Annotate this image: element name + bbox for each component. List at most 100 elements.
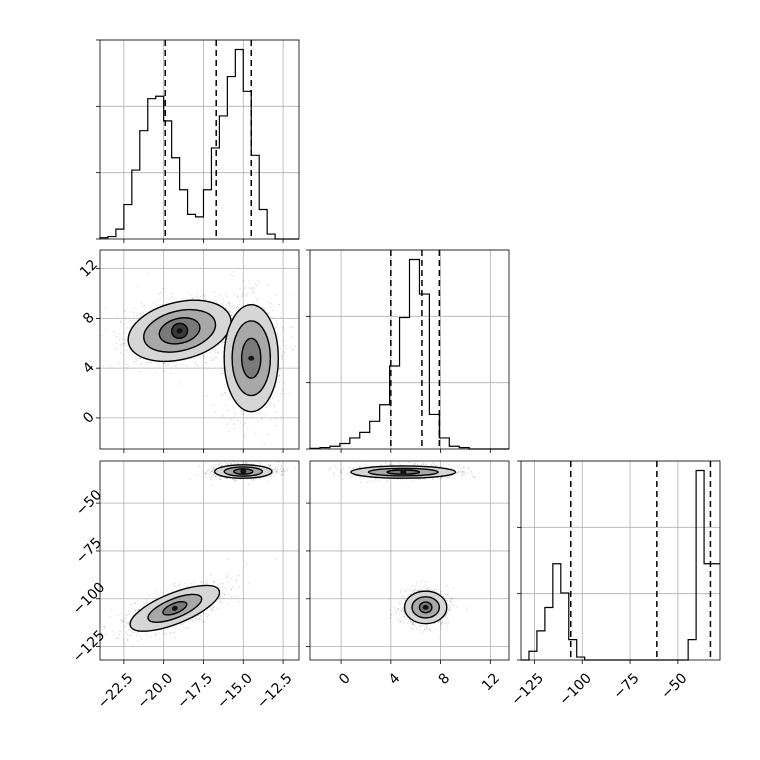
scatter-point bbox=[124, 625, 126, 627]
scatter-point bbox=[451, 599, 454, 601]
scatter-point bbox=[251, 291, 254, 294]
scatter-point bbox=[136, 634, 138, 637]
scatter-point bbox=[418, 478, 420, 480]
scatter-point bbox=[165, 589, 168, 592]
scatter-point bbox=[191, 618, 193, 621]
scatter-point bbox=[440, 623, 443, 625]
scatter-point bbox=[130, 603, 132, 606]
scatter-point bbox=[131, 311, 133, 313]
scatter-point bbox=[169, 631, 172, 634]
scatter-point bbox=[267, 480, 270, 483]
scatter-point bbox=[272, 309, 274, 312]
scatter-point bbox=[206, 472, 208, 474]
scatter-point bbox=[236, 296, 239, 298]
scatter-point bbox=[233, 307, 236, 310]
scatter-point bbox=[198, 617, 200, 620]
scatter-point bbox=[433, 463, 435, 466]
scatter-point bbox=[456, 464, 459, 467]
scatter-point bbox=[400, 478, 402, 481]
scatter-point bbox=[413, 462, 416, 465]
scatter-point bbox=[212, 466, 215, 469]
scatter-point bbox=[105, 633, 107, 636]
scatter-point bbox=[220, 372, 223, 375]
scatter-point bbox=[221, 302, 224, 305]
scatter-point bbox=[271, 397, 274, 400]
scatter-point bbox=[224, 587, 227, 590]
scatter-point bbox=[174, 637, 176, 639]
scatter-point bbox=[269, 475, 271, 478]
scatter-point bbox=[422, 463, 425, 466]
scatter-point bbox=[461, 475, 463, 477]
scatter-point bbox=[221, 601, 224, 603]
scatter-point bbox=[139, 357, 142, 359]
scatter-point bbox=[425, 626, 428, 629]
scatter-point bbox=[211, 477, 213, 480]
scatter-point bbox=[185, 365, 188, 367]
scatter-point bbox=[276, 469, 279, 471]
scatter-point bbox=[216, 607, 219, 610]
scatter-point bbox=[190, 583, 193, 585]
scatter-point bbox=[199, 615, 202, 617]
scatter-point bbox=[269, 464, 272, 467]
scatter-point bbox=[246, 462, 248, 465]
scatter-point bbox=[240, 410, 242, 412]
scatter-point bbox=[157, 594, 160, 597]
scatter-point bbox=[121, 619, 124, 621]
scatter-point bbox=[275, 418, 277, 420]
scatter-point bbox=[294, 467, 297, 469]
scatter-point bbox=[219, 478, 221, 480]
hist-panel-1 bbox=[306, 249, 510, 450]
scatter-point bbox=[218, 463, 221, 466]
scatter-point bbox=[444, 615, 447, 617]
scatter-point bbox=[205, 394, 208, 397]
scatter-point bbox=[237, 462, 239, 464]
scatter-point bbox=[456, 466, 459, 469]
scatter-point bbox=[348, 472, 351, 474]
scatter-point bbox=[269, 464, 272, 466]
scatter-point bbox=[171, 296, 173, 298]
scatter-point bbox=[280, 355, 282, 358]
scatter-point bbox=[246, 562, 248, 565]
scatter-point bbox=[399, 612, 401, 614]
scatter-point bbox=[223, 597, 225, 599]
scatter-point bbox=[121, 612, 123, 615]
scatter-point bbox=[224, 403, 227, 406]
scatter-point bbox=[384, 462, 386, 464]
scatter-point bbox=[408, 461, 410, 463]
hist-frame-0 bbox=[99, 39, 300, 240]
scatter-point bbox=[456, 472, 459, 474]
scatter-point bbox=[148, 594, 151, 597]
scatter-point bbox=[252, 459, 254, 461]
scatter-point bbox=[111, 608, 113, 611]
scatter-point bbox=[187, 585, 190, 587]
scatter-point bbox=[213, 355, 216, 357]
scatter-point bbox=[470, 470, 472, 472]
scatter-point bbox=[285, 467, 288, 470]
panel-0-content bbox=[100, 265, 297, 445]
scatter-point bbox=[234, 412, 236, 414]
scatter-point bbox=[275, 385, 277, 388]
scatter-point bbox=[399, 621, 402, 623]
scatter-point bbox=[355, 466, 357, 468]
scatter-point bbox=[163, 370, 165, 372]
scatter-point bbox=[164, 632, 166, 635]
scatter-point bbox=[194, 616, 197, 619]
scatter-point bbox=[290, 336, 293, 338]
hist-panel-2 bbox=[517, 460, 721, 661]
scatter-point bbox=[186, 298, 188, 300]
scatter-point bbox=[441, 465, 444, 467]
scatter-point bbox=[127, 365, 130, 367]
scatter-point bbox=[414, 588, 417, 591]
scatter-point bbox=[142, 305, 144, 307]
scatter-point bbox=[226, 477, 228, 479]
scatter-point bbox=[118, 339, 121, 341]
histogram-2 bbox=[521, 469, 720, 661]
scatter-point bbox=[283, 469, 285, 472]
scatter-point bbox=[187, 627, 189, 629]
scatter-point bbox=[222, 367, 224, 370]
scatter-point bbox=[211, 483, 213, 486]
scatter-point bbox=[445, 615, 447, 618]
scatter-point bbox=[232, 275, 234, 277]
scatter-point bbox=[370, 480, 372, 483]
